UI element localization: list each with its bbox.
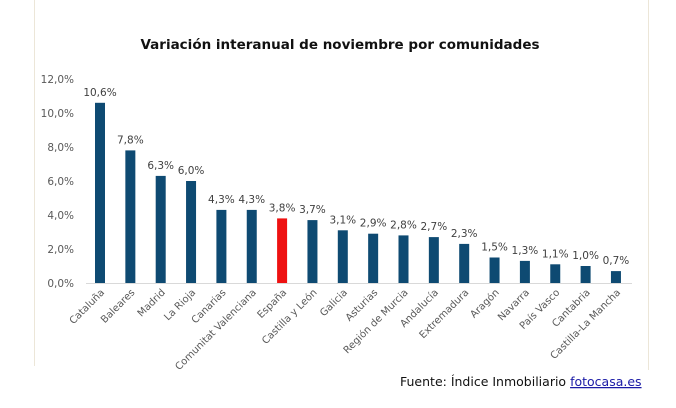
source-text: Fuente: Índice Inmobiliario	[400, 374, 570, 389]
x-category-label: Castilla y León	[259, 287, 319, 347]
bar-navarra	[519, 260, 530, 283]
source-link[interactable]: fotocasa.es	[570, 374, 641, 389]
data-label: 2,7%	[421, 221, 448, 233]
bar-cataluña	[95, 102, 105, 283]
bar-aragón	[489, 257, 500, 283]
bar-canarias	[216, 209, 227, 283]
bar-andalucía	[428, 237, 439, 283]
bar-extremadura	[459, 243, 470, 283]
data-label: 1,0%	[572, 250, 599, 262]
chart-title: Variación interanual de noviembre por co…	[140, 37, 539, 53]
y-tick-label: 10,0%	[41, 108, 74, 120]
bar-comunitat-valenciana	[246, 209, 257, 283]
data-label: 10,6%	[83, 87, 116, 99]
data-label: 6,0%	[178, 165, 205, 177]
data-label: 1,5%	[481, 242, 508, 254]
data-label: 4,3%	[238, 194, 265, 206]
y-tick-label: 0,0%	[47, 278, 74, 290]
bar-galicia	[337, 230, 348, 283]
data-label: 1,3%	[512, 245, 539, 257]
data-label: 1,1%	[542, 248, 569, 260]
bar-castilla-y-león	[307, 220, 318, 283]
bar-españa	[277, 218, 288, 283]
source-note: Fuente: Índice Inmobiliario fotocasa.es	[400, 374, 642, 389]
data-label: 6,3%	[147, 160, 174, 172]
y-tick-label: 4,0%	[47, 210, 74, 222]
y-tick-label: 12,0%	[41, 74, 74, 86]
data-label: 3,7%	[299, 204, 326, 216]
data-label: 7,8%	[117, 134, 144, 146]
data-label: 3,1%	[329, 214, 356, 226]
bar-baleares	[125, 150, 136, 283]
bar-madrid	[155, 175, 166, 283]
y-tick-label: 8,0%	[47, 142, 74, 154]
data-label: 2,8%	[390, 219, 417, 231]
bar-castilla-la-mancha	[610, 271, 621, 283]
bar-país-vasco	[550, 264, 561, 283]
data-label: 2,9%	[360, 218, 387, 230]
bar-asturias	[368, 233, 379, 283]
bar-cantabria	[580, 266, 591, 283]
data-label: 3,8%	[269, 202, 296, 214]
data-label: 2,3%	[451, 228, 478, 240]
bar-región-de-murcia	[398, 235, 409, 283]
y-tick-label: 6,0%	[47, 176, 74, 188]
y-tick-label: 2,0%	[47, 244, 74, 256]
data-label: 0,7%	[603, 255, 630, 267]
bar-la-rioja	[186, 181, 197, 283]
data-label: 4,3%	[208, 194, 235, 206]
